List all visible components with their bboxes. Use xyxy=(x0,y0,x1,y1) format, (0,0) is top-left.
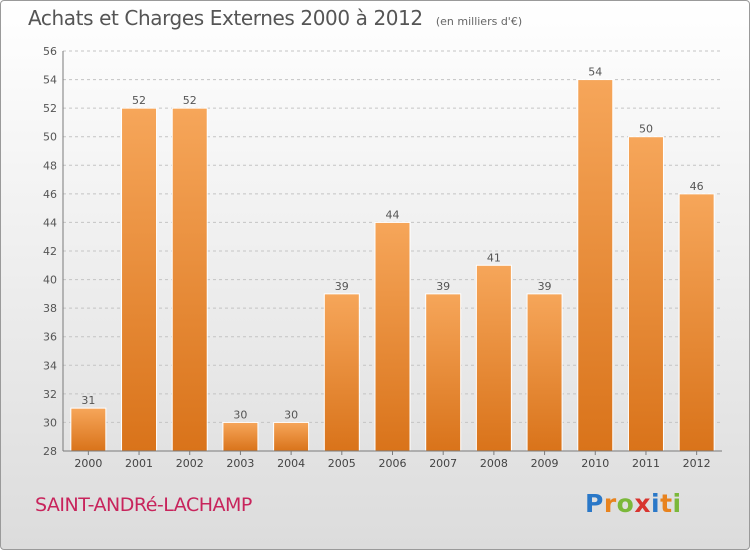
chart-title: Achats et Charges Externes 2000 à 2012 xyxy=(28,6,423,30)
data-label: 52 xyxy=(183,94,197,107)
data-label: 30 xyxy=(284,408,298,421)
data-label: 31 xyxy=(81,394,95,407)
bar xyxy=(121,107,158,452)
bar xyxy=(374,221,411,452)
bar xyxy=(678,193,715,452)
y-tick-label: 28 xyxy=(43,445,57,458)
bar xyxy=(171,107,208,452)
y-tick-label: 46 xyxy=(43,188,57,201)
axis-layer: 28 30 32 34 36 38 40 42 44 46 48 50 52 54 56 2000 2001 20… xyxy=(43,45,722,470)
x-tick-label: 2006 xyxy=(379,457,407,470)
data-label: 39 xyxy=(335,280,349,293)
y-tick-label: 48 xyxy=(43,159,57,172)
chart-subtitle: (en milliers d'€) xyxy=(435,15,523,28)
y-tick-label: 30 xyxy=(43,416,57,429)
y-tick-label: 52 xyxy=(43,102,57,115)
logo-letter: t xyxy=(660,489,673,518)
x-tick-label: 2002 xyxy=(176,457,204,470)
x-tick-label: 2012 xyxy=(683,457,711,470)
logo-letter: P xyxy=(585,489,604,518)
data-label: 54 xyxy=(588,66,602,79)
y-tick-label: 40 xyxy=(43,274,57,287)
y-tick-label: 42 xyxy=(43,245,57,258)
data-label: 30 xyxy=(233,408,247,421)
y-tick-label: 44 xyxy=(43,216,57,229)
x-tick-label: 2009 xyxy=(531,457,559,470)
bar xyxy=(70,407,107,452)
bar xyxy=(627,136,664,452)
bar xyxy=(475,264,512,452)
bars-layer xyxy=(70,79,715,452)
x-tick-label: 2003 xyxy=(226,457,254,470)
bar xyxy=(323,293,360,452)
labels-layer: 31 52 52 30 30 39 44 39 41 39 54 50 46 xyxy=(81,66,703,422)
y-tick-label: 38 xyxy=(43,302,57,315)
x-tick-label: 2005 xyxy=(328,457,356,470)
y-tick-label: 54 xyxy=(43,74,57,87)
data-label: 46 xyxy=(690,180,704,193)
x-tick-label: 2008 xyxy=(480,457,508,470)
y-tick-label: 56 xyxy=(43,45,57,58)
y-tick-label: 50 xyxy=(43,131,57,144)
x-tick-label: 2000 xyxy=(74,457,102,470)
bar xyxy=(425,293,462,452)
x-tick-label: 2010 xyxy=(581,457,609,470)
data-label: 50 xyxy=(639,123,653,136)
commune-name: SAINT-ANDRé-LACHAMP xyxy=(35,494,252,516)
bar xyxy=(577,79,614,452)
data-label: 52 xyxy=(132,94,146,107)
x-tick-label: 2011 xyxy=(632,457,660,470)
bar xyxy=(222,421,259,452)
x-tick-label: 2004 xyxy=(277,457,305,470)
logo-letter: x xyxy=(634,489,651,518)
y-tick-label: 34 xyxy=(43,359,57,372)
x-tick-label: 2001 xyxy=(125,457,153,470)
logo-letter: r xyxy=(603,489,617,518)
logo-letter: o xyxy=(616,489,635,518)
title-row: Achats et Charges Externes 2000 à 2012 (… xyxy=(28,6,522,30)
data-label: 41 xyxy=(487,251,501,264)
data-label: 44 xyxy=(386,208,400,221)
logo-letter: i xyxy=(672,489,682,518)
data-label: 39 xyxy=(436,280,450,293)
y-tick-label: 36 xyxy=(43,331,57,344)
data-label: 39 xyxy=(538,280,552,293)
x-tick-label: 2007 xyxy=(429,457,457,470)
logo-letter: i xyxy=(651,489,661,518)
proxiti-logo[interactable]: Proxiti xyxy=(585,489,682,518)
bar xyxy=(526,293,563,452)
y-tick-label: 32 xyxy=(43,388,57,401)
bar xyxy=(273,421,310,452)
